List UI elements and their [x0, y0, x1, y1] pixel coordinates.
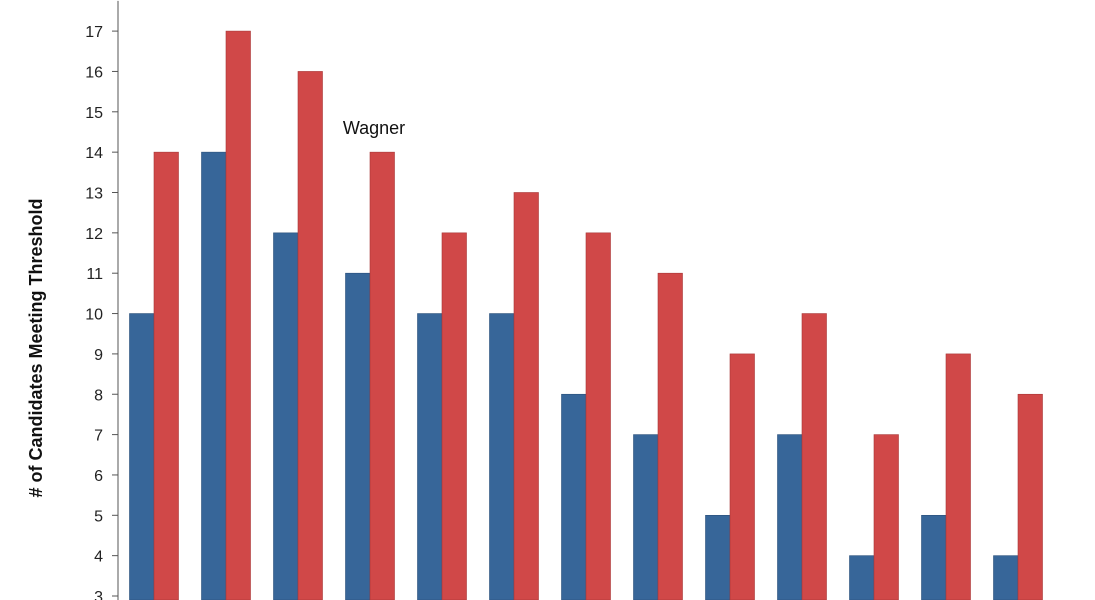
bar-red-series — [729, 353, 755, 600]
bar-blue-series — [345, 272, 371, 600]
bar-blue-series — [777, 434, 803, 600]
bar-red-series — [657, 272, 683, 600]
y-tick-label: 8 — [94, 387, 103, 404]
bar-red-series — [585, 232, 611, 600]
bar-blue-series — [201, 151, 227, 600]
bar-red-series — [369, 151, 395, 600]
bar-red-series — [1017, 393, 1043, 600]
bar-blue-series — [921, 514, 947, 600]
bar-red-series — [225, 30, 251, 600]
bar-blue-series — [993, 555, 1019, 600]
y-tick-label: 15 — [85, 105, 103, 122]
bar-red-series — [153, 151, 179, 600]
bars-layer — [129, 30, 1043, 600]
axis-layer: 3 4 5 6 7 8 9 10 11 12 13 14 15 16 17 — [85, 0, 119, 600]
bar-red-series — [801, 313, 827, 600]
y-tick-label: 12 — [85, 226, 103, 243]
y-tick-label: 13 — [85, 186, 103, 203]
y-tick-label: 14 — [85, 145, 103, 162]
y-tick-label: 3 — [94, 589, 103, 600]
y-axis-label: # of Candidates Meeting Threshold — [26, 198, 46, 497]
bar-red-series — [441, 232, 467, 600]
bar-blue-series — [129, 313, 155, 600]
y-tick-label: 11 — [86, 266, 103, 283]
bar-blue-series — [705, 514, 731, 600]
y-tick-label: 16 — [85, 64, 103, 81]
y-tick-label: 6 — [94, 468, 103, 485]
bar-blue-series — [417, 313, 443, 600]
bar-red-series — [945, 353, 971, 600]
bar-red-series — [513, 192, 539, 600]
y-tick-label: 17 — [85, 24, 103, 41]
y-tick-label: 10 — [85, 307, 103, 324]
y-tick-label: 4 — [94, 549, 103, 566]
bar-blue-series — [849, 555, 875, 600]
bar-blue-series — [561, 393, 587, 600]
bar-red-series — [297, 71, 323, 600]
bar-red-series — [873, 434, 899, 600]
y-tick-label: 7 — [94, 428, 103, 445]
bar-blue-series — [489, 313, 515, 600]
bar-blue-series — [273, 232, 299, 600]
y-tick-label: 5 — [94, 508, 103, 525]
y-tick-label: 9 — [94, 347, 103, 364]
bar-blue-series — [633, 434, 659, 600]
annotation-label: Wagner — [343, 118, 405, 138]
annotation-layer: Wagner — [343, 118, 405, 138]
